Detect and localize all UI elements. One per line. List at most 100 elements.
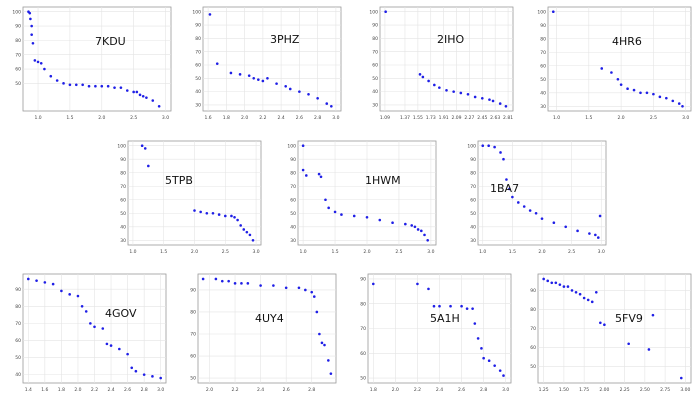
data-point [211,211,215,215]
data-point [352,214,356,218]
data-point [214,277,218,281]
data-point [257,78,260,81]
data-point [252,77,256,80]
data-point [508,187,511,191]
data-point [498,102,502,105]
x-tick-label: 3.0 [682,115,689,121]
data-point [427,287,430,291]
x-tick-label: 2.75 [660,387,670,393]
y-tick-label: 80 [120,170,126,176]
data-point [473,322,477,325]
data-point [418,73,422,76]
data-point [505,178,508,181]
x-tick-label: 1.8 [223,115,230,121]
y-tick-label: 100 [192,9,201,15]
data-point [28,11,32,15]
data-point [312,295,316,298]
data-point [259,284,262,287]
y-tick-label: 80 [15,38,21,44]
data-point [30,33,33,36]
x-tick-label: 1.0 [300,249,307,255]
data-point [68,83,72,87]
data-point [215,62,219,65]
data-point [427,79,430,83]
data-point [340,213,343,216]
x-tick-label: 1.0 [553,115,560,121]
x-tick-label: 2.5 [395,249,402,255]
data-point [205,211,209,215]
data-point [586,298,590,302]
chart-title: 1HWM [365,174,401,187]
data-point [603,323,606,326]
x-tick-label: 2.4 [278,115,285,121]
data-point [546,279,550,283]
data-point [679,376,683,380]
data-point [665,96,668,100]
data-point [647,348,651,351]
chart-panel-4gov: 1.4 1.6 1.8 2.0 2.2 2.4 2.6 2.8 3.0 40 50 60 70 80 90 4… [15,273,167,393]
y-tick-label: 80 [470,170,476,176]
x-tick-label: 1.5 [331,249,338,255]
data-point [491,99,495,103]
y-tick-label: 90 [360,277,366,283]
data-point [60,289,63,293]
data-point [599,321,602,325]
data-point [658,95,662,99]
y-tick-label: 90 [15,24,21,30]
x-tick-label: 3.0 [598,249,605,255]
data-point [145,96,148,99]
y-tick-label: 100 [117,143,126,149]
data-point [481,144,485,148]
data-point [493,364,496,367]
data-point [261,79,265,83]
data-point [645,91,649,95]
y-tick-label: 80 [290,170,296,176]
x-tick-label: 2.63 [490,115,500,121]
y-tick-label: 80 [360,301,366,307]
data-point [318,332,321,336]
y-tick-label: 50 [15,355,21,361]
data-point [229,71,233,75]
data-point [528,209,532,212]
y-tick-label: 50 [195,76,201,82]
chart-panel-7kdu: 1.0 1.5 2.0 2.5 3.0 50 60 70 80 90 100 7KDU [12,6,172,121]
data-point [416,282,419,286]
data-point [639,91,642,95]
chart-title: 4HR6 [612,35,642,48]
data-point [445,88,448,92]
data-point [220,279,224,283]
data-point [574,290,578,294]
chart-title: 5TPB [165,174,193,187]
chart-title: 5A1H [430,312,460,325]
chart-panel-2iho: 1.09 1.37 1.55 1.73 1.91 2.09 2.27 2.45 2.63 2.81… [369,6,514,121]
data-point [466,92,470,96]
data-point [143,147,147,150]
data-point [68,293,71,296]
data-point [74,83,78,87]
y-tick-label: 80 [530,307,536,313]
data-point [504,104,508,108]
x-tick-label: 2.8 [141,387,148,393]
x-tick-label: 2.2 [259,115,266,121]
data-point [488,98,491,101]
data-point [522,205,526,208]
data-point [410,224,414,227]
data-point [109,344,113,347]
x-tick-label: 2.0 [363,249,370,255]
chart-title: 5FV9 [615,312,643,325]
x-tick-label: 1.09 [380,115,390,121]
data-point [151,375,154,378]
data-point [208,13,212,16]
data-point [323,343,326,347]
y-tick-label: 60 [540,63,546,69]
x-tick-label: 2.5 [568,249,575,255]
x-tick-label: 2.0 [618,115,625,121]
data-point [480,347,483,350]
x-tick-label: 1.75 [579,387,589,393]
chart-panel-5a1h: 1.8 2.0 2.2 2.4 2.6 2.8 3.0 50 60 70 80 90 5A1H [360,273,512,393]
data-point [540,217,544,220]
data-point [677,102,681,105]
data-point [616,77,620,81]
data-point [157,104,161,108]
